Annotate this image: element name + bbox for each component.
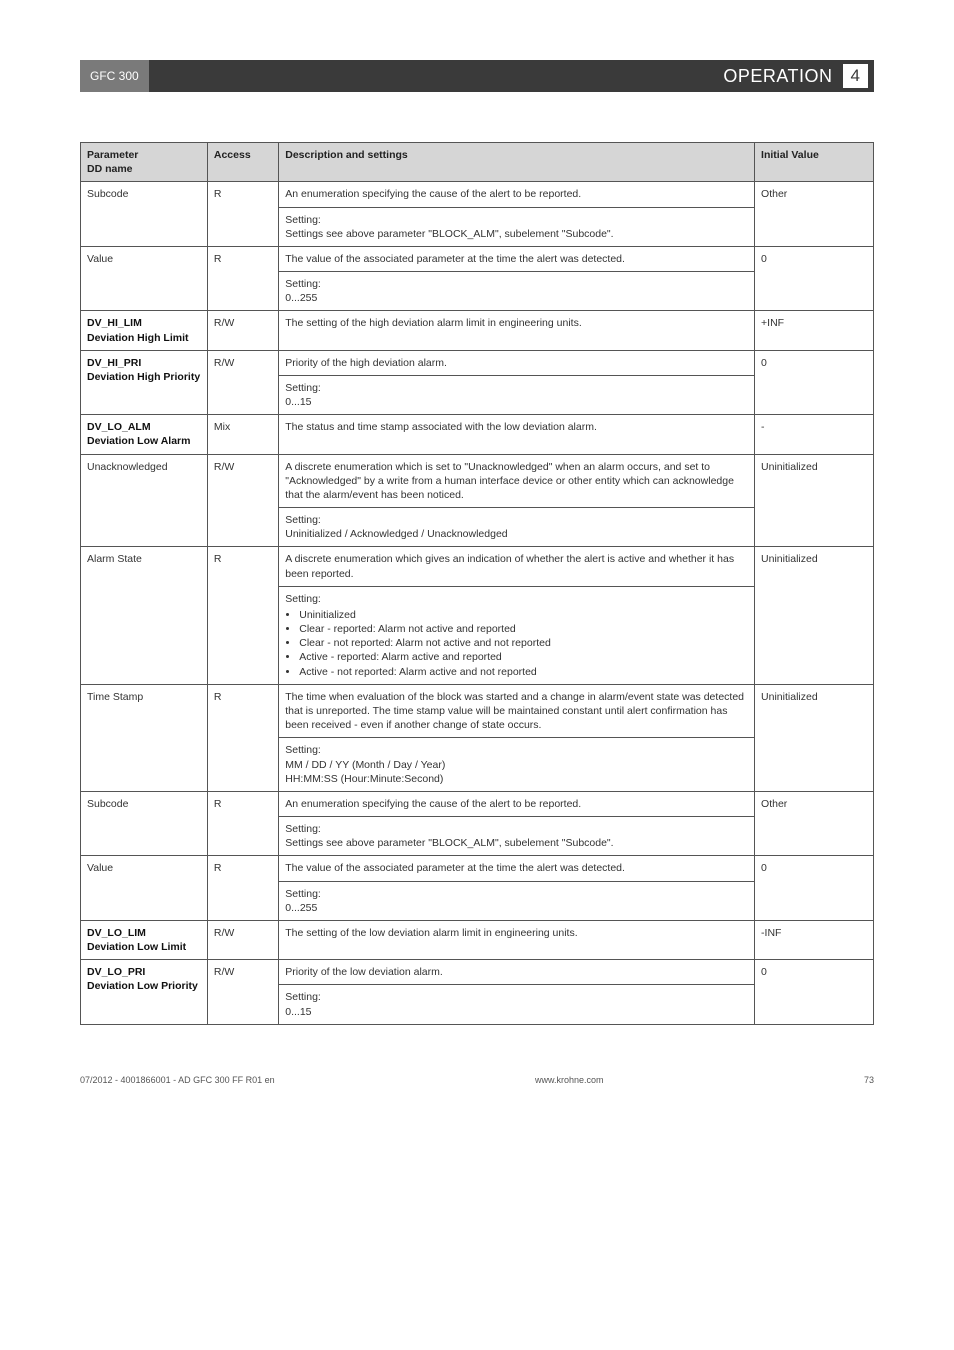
init-cell: 0 bbox=[755, 856, 874, 921]
param-cell: Value bbox=[81, 246, 208, 311]
param-cell: DV_HI_LIM Deviation High Limit bbox=[81, 311, 208, 350]
param-cell: DV_LO_PRI Deviation Low Priority bbox=[81, 960, 208, 1025]
setting-cell: Setting: 0...15 bbox=[279, 985, 755, 1024]
setting-cell: Setting: Uninitialized Clear - reported:… bbox=[279, 586, 755, 684]
desc-cell: The time when evaluation of the block wa… bbox=[279, 684, 755, 738]
setting-cell: Setting: Settings see above parameter "B… bbox=[279, 207, 755, 246]
desc-cell: A discrete enumeration which is set to "… bbox=[279, 454, 755, 508]
access-cell: R/W bbox=[207, 350, 278, 415]
desc-cell: The status and time stamp associated wit… bbox=[279, 415, 755, 454]
desc-cell: Priority of the low deviation alarm. bbox=[279, 960, 755, 985]
init-cell: 0 bbox=[755, 960, 874, 1025]
access-cell: R/W bbox=[207, 960, 278, 1025]
access-cell: R bbox=[207, 856, 278, 921]
table-row: Value R The value of the associated para… bbox=[81, 856, 874, 881]
init-cell: Uninitialized bbox=[755, 454, 874, 547]
param-cell: Unacknowledged bbox=[81, 454, 208, 547]
table-row: DV_HI_LIM Deviation High Limit R/W The s… bbox=[81, 311, 874, 350]
init-cell: - bbox=[755, 415, 874, 454]
param-cell: Subcode bbox=[81, 791, 208, 856]
header-title: OPERATION bbox=[723, 66, 832, 87]
header-bar: OPERATION 4 bbox=[149, 60, 874, 92]
access-cell: R/W bbox=[207, 454, 278, 547]
list-item: Clear - not reported: Alarm not active a… bbox=[299, 636, 748, 650]
col-header-description: Description and settings bbox=[279, 143, 755, 182]
init-cell: -INF bbox=[755, 920, 874, 959]
desc-cell: The value of the associated parameter at… bbox=[279, 246, 755, 271]
init-cell: Other bbox=[755, 182, 874, 247]
page-footer: 07/2012 - 4001866001 - AD GFC 300 FF R01… bbox=[80, 1075, 874, 1085]
access-cell: Mix bbox=[207, 415, 278, 454]
list-item: Uninitialized bbox=[299, 608, 748, 622]
desc-cell: The value of the associated parameter at… bbox=[279, 856, 755, 881]
table-row: Time Stamp R The time when evaluation of… bbox=[81, 684, 874, 738]
desc-cell: An enumeration specifying the cause of t… bbox=[279, 791, 755, 816]
footer-center: www.krohne.com bbox=[535, 1075, 604, 1085]
init-cell: Other bbox=[755, 791, 874, 856]
desc-cell: An enumeration specifying the cause of t… bbox=[279, 182, 755, 207]
setting-cell: Setting: 0...15 bbox=[279, 375, 755, 414]
desc-cell: A discrete enumeration which gives an in… bbox=[279, 547, 755, 586]
init-cell: Uninitialized bbox=[755, 684, 874, 791]
table-header-row: Parameter DD name Access Description and… bbox=[81, 143, 874, 182]
access-cell: R bbox=[207, 791, 278, 856]
col-header-access: Access bbox=[207, 143, 278, 182]
access-cell: R/W bbox=[207, 311, 278, 350]
init-cell: +INF bbox=[755, 311, 874, 350]
init-cell: 0 bbox=[755, 350, 874, 415]
table-row: DV_LO_ALM Deviation Low Alarm Mix The st… bbox=[81, 415, 874, 454]
page-header: GFC 300 OPERATION 4 bbox=[80, 60, 874, 92]
list-item: Clear - reported: Alarm not active and r… bbox=[299, 622, 748, 636]
access-cell: R bbox=[207, 547, 278, 684]
param-cell: DV_LO_LIM Deviation Low Limit bbox=[81, 920, 208, 959]
setting-cell: Setting: Uninitialized / Acknowledged / … bbox=[279, 508, 755, 547]
footer-left: 07/2012 - 4001866001 - AD GFC 300 FF R01… bbox=[80, 1075, 275, 1085]
table-row: DV_LO_PRI Deviation Low Priority R/W Pri… bbox=[81, 960, 874, 985]
access-cell: R bbox=[207, 182, 278, 247]
col-header-parameter: Parameter DD name bbox=[81, 143, 208, 182]
desc-cell: Priority of the high deviation alarm. bbox=[279, 350, 755, 375]
footer-right: 73 bbox=[864, 1075, 874, 1085]
table-row: Subcode R An enumeration specifying the … bbox=[81, 182, 874, 207]
gfc-label: GFC 300 bbox=[80, 60, 149, 92]
header-number: 4 bbox=[843, 64, 868, 88]
desc-cell: The setting of the low deviation alarm l… bbox=[279, 920, 755, 959]
init-cell: Uninitialized bbox=[755, 547, 874, 684]
parameter-table: Parameter DD name Access Description and… bbox=[80, 142, 874, 1025]
param-cell: DV_HI_PRI Deviation High Priority bbox=[81, 350, 208, 415]
list-item: Active - not reported: Alarm active and … bbox=[299, 665, 748, 679]
table-row: Subcode R An enumeration specifying the … bbox=[81, 791, 874, 816]
param-cell: DV_LO_ALM Deviation Low Alarm bbox=[81, 415, 208, 454]
param-cell: Time Stamp bbox=[81, 684, 208, 791]
col-header-initial: Initial Value bbox=[755, 143, 874, 182]
access-cell: R bbox=[207, 684, 278, 791]
table-row: Unacknowledged R/W A discrete enumeratio… bbox=[81, 454, 874, 508]
setting-cell: Setting: 0...255 bbox=[279, 272, 755, 311]
table-row: Alarm State R A discrete enumeration whi… bbox=[81, 547, 874, 586]
desc-cell: The setting of the high deviation alarm … bbox=[279, 311, 755, 350]
setting-cell: Setting: MM / DD / YY (Month / Day / Yea… bbox=[279, 738, 755, 792]
table-row: Value R The value of the associated para… bbox=[81, 246, 874, 271]
table-row: DV_LO_LIM Deviation Low Limit R/W The se… bbox=[81, 920, 874, 959]
init-cell: 0 bbox=[755, 246, 874, 311]
param-cell: Value bbox=[81, 856, 208, 921]
access-cell: R/W bbox=[207, 920, 278, 959]
list-item: Active - reported: Alarm active and repo… bbox=[299, 650, 748, 664]
setting-cell: Setting: Settings see above parameter "B… bbox=[279, 817, 755, 856]
table-row: DV_HI_PRI Deviation High Priority R/W Pr… bbox=[81, 350, 874, 375]
access-cell: R bbox=[207, 246, 278, 311]
param-cell: Alarm State bbox=[81, 547, 208, 684]
param-cell: Subcode bbox=[81, 182, 208, 247]
setting-cell: Setting: 0...255 bbox=[279, 881, 755, 920]
